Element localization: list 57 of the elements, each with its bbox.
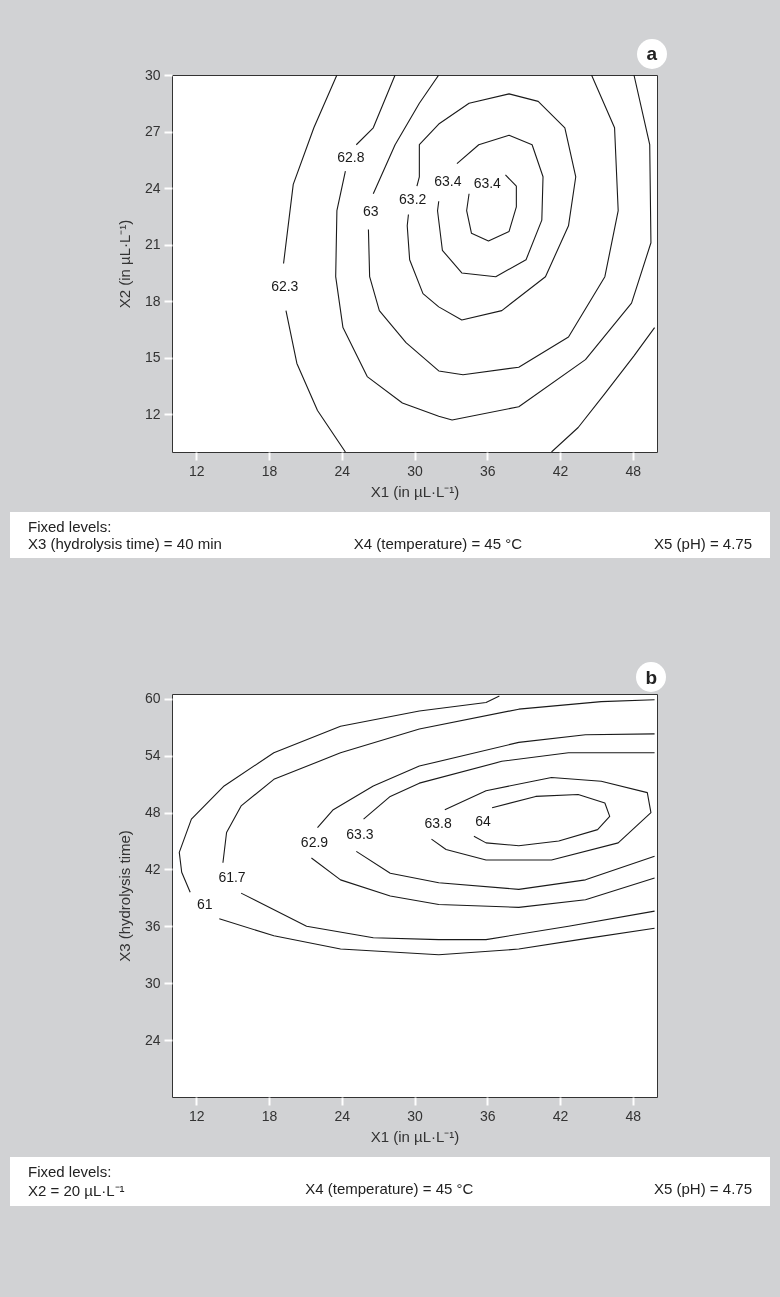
x-tick-label: 48 xyxy=(625,1107,642,1124)
y-tick-label: 30 xyxy=(144,66,161,83)
series-label: 63 xyxy=(363,202,379,219)
line-series xyxy=(466,174,517,242)
text: X2 = 20 µL·L⁻¹ xyxy=(28,1181,125,1200)
y-tick-label: 60 xyxy=(144,690,161,707)
series-label: 62.3 xyxy=(271,278,299,295)
x-tick-label: 12 xyxy=(188,1107,205,1124)
x-tick-label: 42 xyxy=(552,462,569,479)
x-tick-label: 48 xyxy=(625,462,642,479)
y-tick-label: 15 xyxy=(144,349,161,366)
series-label: 61.7 xyxy=(218,868,246,885)
y-tick-label: 36 xyxy=(144,917,161,934)
y-tick-label: 30 xyxy=(144,974,161,991)
y-tick-label: 54 xyxy=(144,747,161,764)
x-axis-title: X1 (in µL·L⁻¹) xyxy=(370,482,460,500)
series-label: 63.4 xyxy=(473,175,502,192)
text: X4 (temperature) = 45 °C xyxy=(353,535,523,552)
chart-title: b xyxy=(645,666,657,688)
series-label: 64 xyxy=(475,813,491,830)
x-tick-label: 18 xyxy=(261,462,278,479)
y-tick-label: 24 xyxy=(144,1031,161,1048)
y-tick-label: 42 xyxy=(144,860,161,877)
x-tick-label: 12 xyxy=(188,462,205,479)
series-label: 63.8 xyxy=(424,815,452,832)
x-axis-title: X1 (in µL·L⁻¹) xyxy=(370,1127,460,1145)
series-label: 61 xyxy=(196,896,213,913)
series-label: 63.3 xyxy=(346,826,374,843)
y-tick-label: 12 xyxy=(144,405,161,422)
y-axis-title: X3 (hydrolysis time) xyxy=(115,830,133,962)
text: Fixed levels: xyxy=(28,518,113,535)
text: X3 (hydrolysis time) = 40 min xyxy=(28,535,222,552)
text: Fixed levels: xyxy=(28,1163,113,1180)
y-tick-label: 21 xyxy=(144,236,161,253)
x-tick-label: 18 xyxy=(261,1107,278,1124)
series-label: 62.9 xyxy=(300,833,329,850)
x-tick-label: 42 xyxy=(552,1107,569,1124)
series-label: 63.2 xyxy=(399,191,427,208)
line-series xyxy=(436,134,544,278)
series-label: 63.4 xyxy=(434,173,462,190)
chart-title: a xyxy=(646,43,658,64)
x-tick-label: 24 xyxy=(334,1107,351,1124)
x-tick-label: 36 xyxy=(479,1107,496,1124)
x-tick-label: 30 xyxy=(407,1107,423,1124)
text: X5 (pH) = 4.75 xyxy=(654,1180,752,1199)
y-tick-label: 27 xyxy=(144,123,161,140)
x-tick-label: 36 xyxy=(479,462,496,479)
y-tick-label: 18 xyxy=(144,292,161,309)
text: X5 (pH) = 4.75 xyxy=(654,535,752,552)
y-tick-label: 48 xyxy=(144,804,161,821)
y-axis-title: X2 (in µL·L⁻¹) xyxy=(115,219,133,309)
series-label: 62.8 xyxy=(337,148,365,165)
x-tick-label: 24 xyxy=(334,462,351,479)
line-series xyxy=(473,793,611,847)
text: X4 (temperature) = 45 °C xyxy=(305,1180,474,1199)
y-tick-label: 24 xyxy=(144,179,161,196)
x-tick-label: 30 xyxy=(407,462,423,479)
